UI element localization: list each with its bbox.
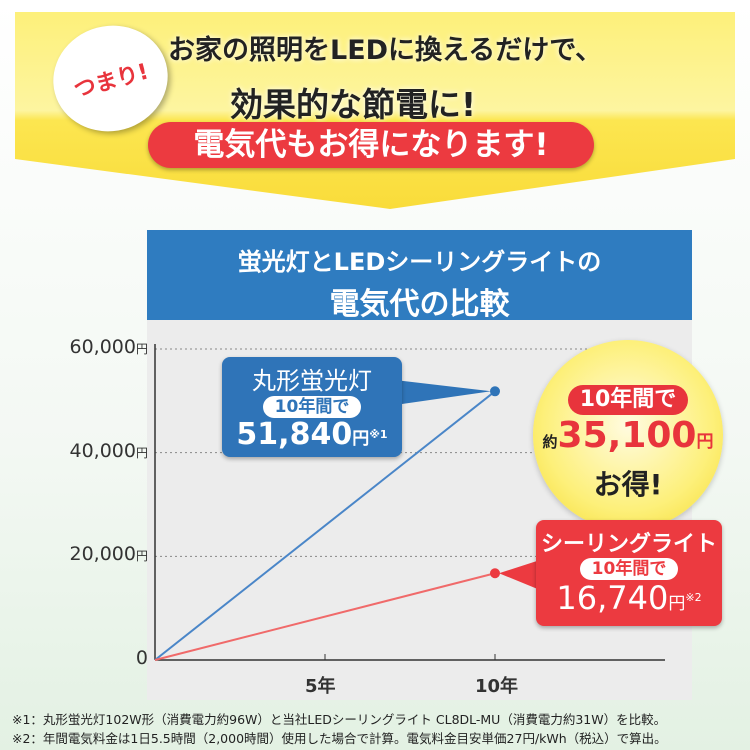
fluorescent-pointer bbox=[395, 380, 491, 405]
led-callout: シーリングライト 10年間で 16,740円※2 bbox=[536, 520, 722, 626]
fluorescent-name: 丸形蛍光灯 bbox=[252, 367, 372, 395]
x-tick-label: 10年 bbox=[475, 676, 519, 697]
led-unit: 円 bbox=[668, 594, 686, 614]
saving-suffix: お得! bbox=[593, 468, 663, 501]
fluorescent-callout: 丸形蛍光灯 10年間で 51,840円※1 bbox=[222, 357, 402, 457]
saving-unit: 円 bbox=[696, 432, 714, 452]
y-tick-value: 0 bbox=[135, 647, 148, 669]
y-tick-label: 20,000円 bbox=[0, 543, 149, 566]
fluorescent-value: 51,840 bbox=[236, 417, 353, 452]
saving-value: 35,100 bbox=[557, 415, 697, 456]
y-tick-value: 20,000 bbox=[69, 543, 136, 566]
led-value: 16,740 bbox=[556, 579, 669, 617]
x-tick-label: 5年 bbox=[305, 676, 336, 697]
y-tick-label: 40,000円 bbox=[0, 439, 149, 462]
y-tick-unit: 円 bbox=[135, 445, 148, 460]
led-name: シーリングライト bbox=[540, 532, 717, 557]
led-period: 10年間で bbox=[579, 558, 679, 580]
chart-header: 蛍光灯とLEDシーリングライトの 電気代の比較 bbox=[147, 230, 692, 322]
saving-period: 10年間で bbox=[567, 385, 689, 415]
y-tick-value: 40,000 bbox=[69, 439, 136, 462]
footnote-1: ※1：丸形蛍光灯102W形（消費電力約96W）と当社LEDシーリングライト CL… bbox=[12, 712, 667, 727]
fluorescent-note: ※1 bbox=[369, 428, 388, 441]
series-line-0 bbox=[154, 390, 496, 661]
fluorescent-unit: 円 bbox=[352, 429, 370, 449]
y-tick-label: 0 bbox=[0, 647, 148, 669]
led-note: ※2 bbox=[685, 591, 702, 604]
y-tick-label: 60,000円 bbox=[0, 336, 149, 358]
y-tick-value: 60,000 bbox=[69, 336, 136, 358]
fluorescent-period: 10年間で bbox=[262, 396, 362, 418]
led-pointer bbox=[499, 560, 540, 590]
headline-1: お家の照明をLEDに換えるだけで、 bbox=[168, 35, 603, 66]
series-line-1 bbox=[154, 572, 496, 661]
chart-subtitle: 電気代の比較 bbox=[329, 287, 510, 322]
saving-circle: 10年間で 約35,100円 お得! bbox=[533, 340, 723, 530]
headline-3: 電気代もお得になります! bbox=[148, 122, 594, 168]
chart-title: 蛍光灯とLEDシーリングライトの bbox=[237, 248, 602, 276]
y-tick-unit: 円 bbox=[135, 342, 148, 356]
series-point-1 bbox=[490, 568, 500, 579]
headline-2: 効果的な節電に! bbox=[230, 85, 477, 124]
series-point-0 bbox=[490, 386, 500, 397]
footnotes: ※1：丸形蛍光灯102W形（消費電力約96W）と当社LEDシーリングライト CL… bbox=[12, 710, 667, 748]
footnote-2: ※2：年間電気料金は1日5.5時間（2,000時間）使用した場合で計算。電気料金… bbox=[12, 731, 667, 746]
y-tick-unit: 円 bbox=[135, 549, 148, 564]
saving-prefix: 約 bbox=[542, 433, 558, 451]
